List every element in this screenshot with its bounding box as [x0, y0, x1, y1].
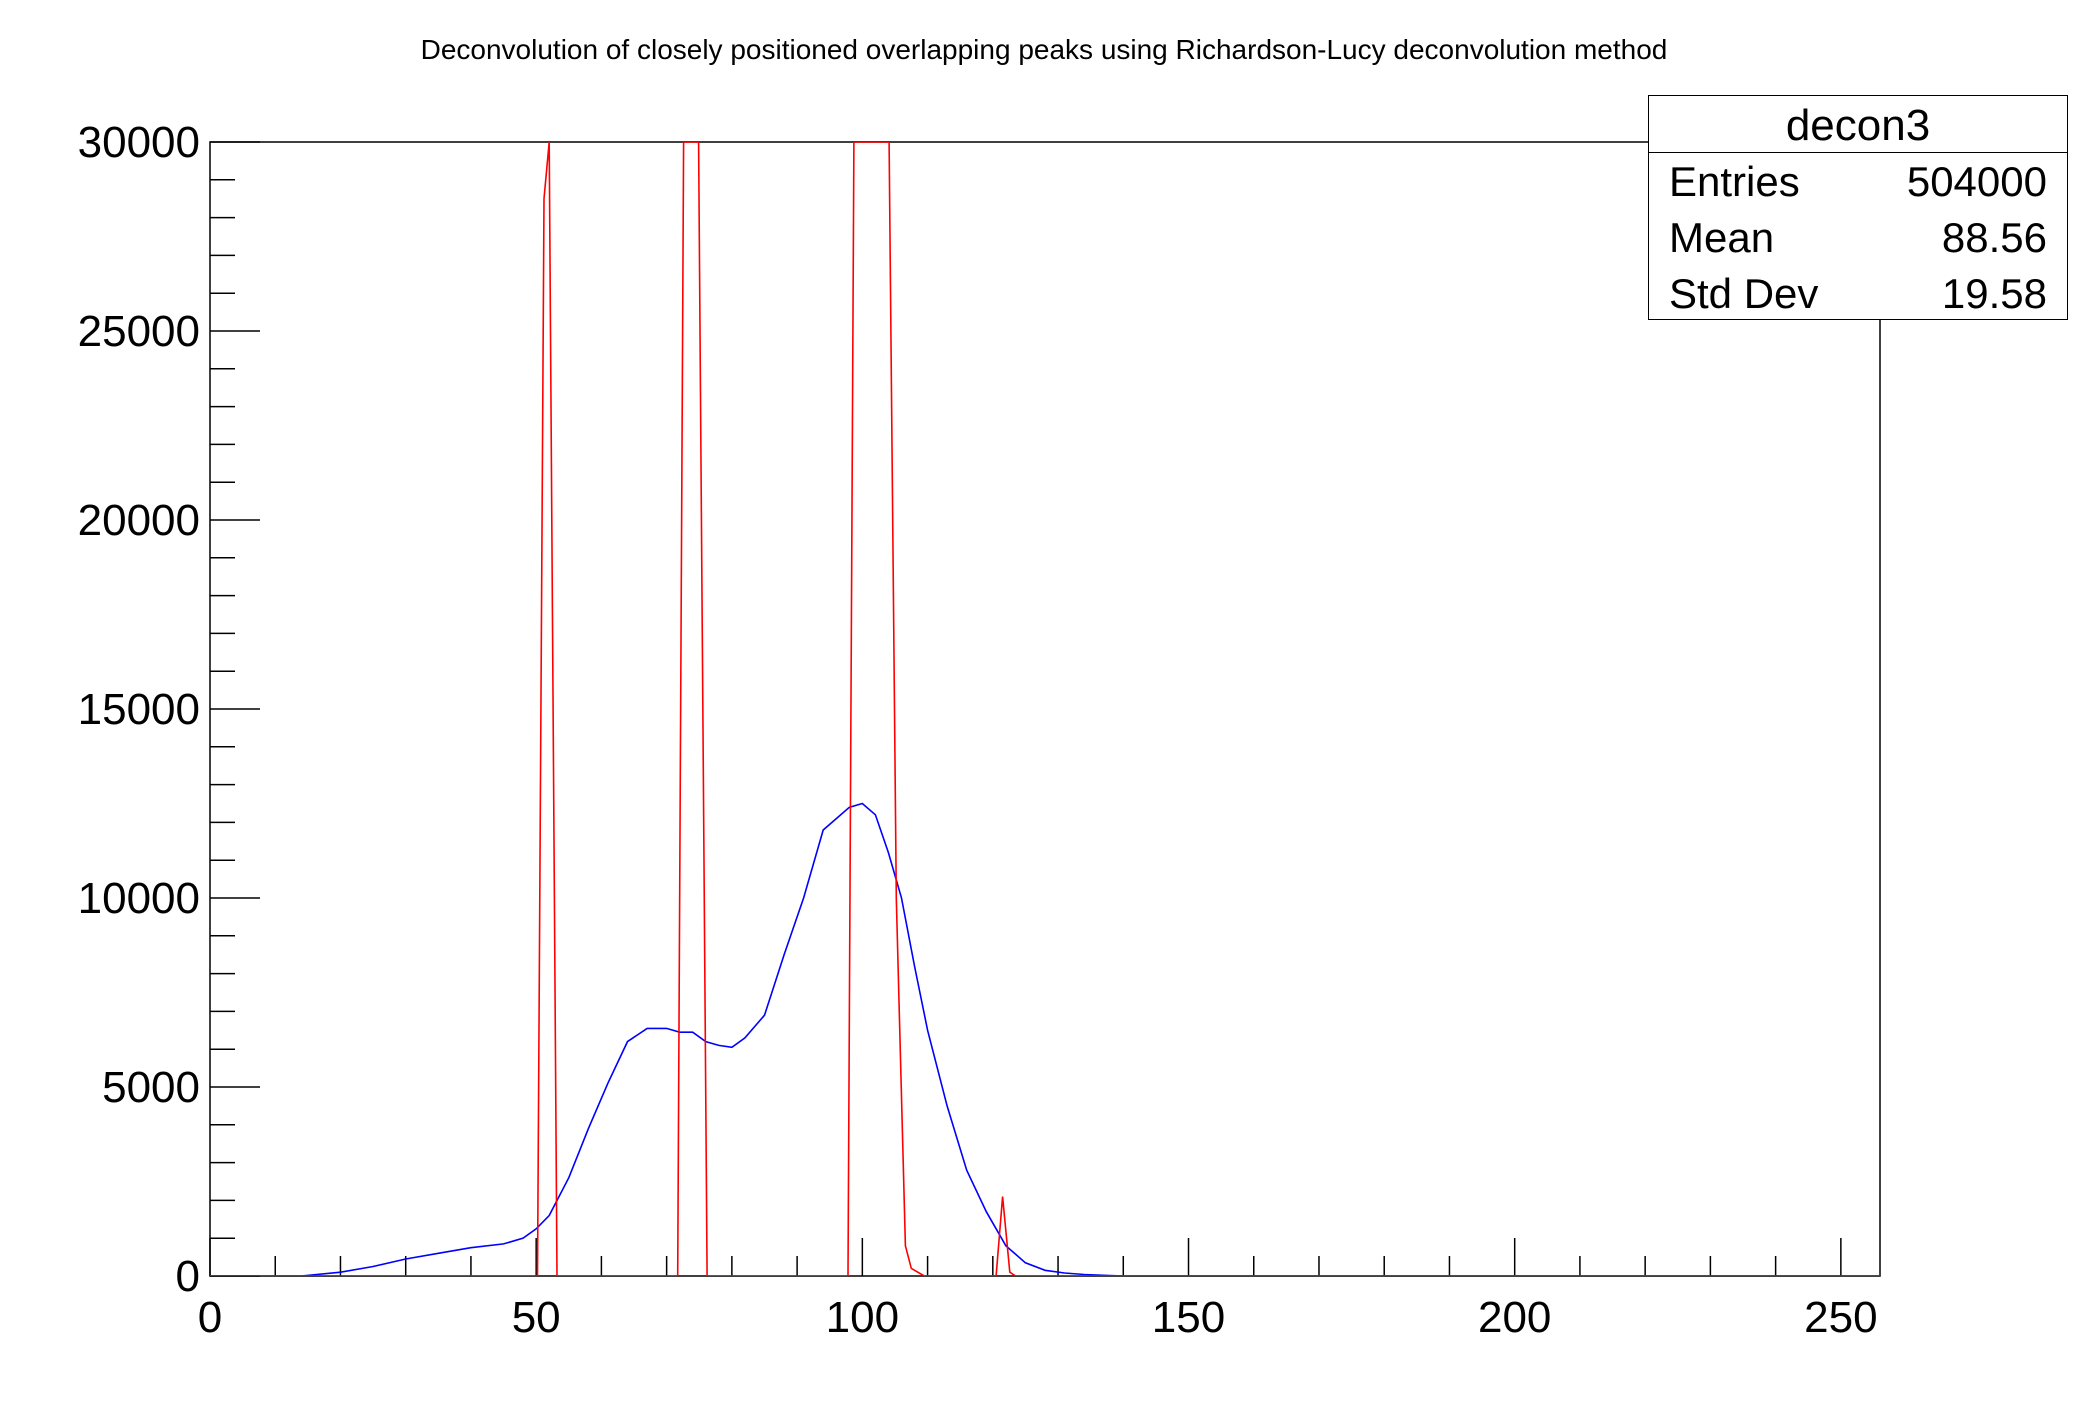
- stats-box: decon3 Entries 504000 Mean 88.56 Std Dev…: [1648, 95, 2068, 320]
- x-tick-label: 0: [198, 1293, 222, 1342]
- stats-box-title: decon3: [1649, 96, 2067, 153]
- y-tick-label: 10000: [78, 874, 200, 923]
- x-tick-label: 50: [512, 1293, 561, 1342]
- series-line-original: [210, 802, 1880, 1276]
- x-tick-label: 150: [1152, 1293, 1225, 1342]
- stats-value: 19.58: [1941, 270, 2047, 317]
- stats-row-stddev: Std Dev 19.58: [1649, 265, 2067, 321]
- y-tick-label: 0: [176, 1252, 200, 1301]
- x-tick-label: 200: [1478, 1293, 1551, 1342]
- series-layer: [210, 142, 1880, 1276]
- x-tick-label: 100: [826, 1293, 899, 1342]
- x-tick-label: 250: [1804, 1293, 1877, 1342]
- x-axis-ticks: 0 50 100 150 200 250: [198, 1238, 1878, 1342]
- y-tick-label: 25000: [78, 307, 200, 356]
- stats-row-entries: Entries 504000: [1649, 153, 2067, 209]
- chart-title: Deconvolution of closely positioned over…: [420, 34, 1668, 65]
- plot-frame: [209, 141, 1881, 1277]
- y-axis-ticks: 0 5000 10000 15000 20000 25000 30000: [78, 118, 260, 1301]
- stats-label: Std Dev: [1669, 270, 1819, 317]
- stats-label: Mean: [1669, 214, 1775, 261]
- stats-value: 504000: [1906, 158, 2047, 205]
- stats-label: Entries: [1669, 158, 1800, 205]
- stats-row-mean: Mean 88.56: [1649, 209, 2067, 265]
- y-tick-label: 15000: [78, 685, 200, 734]
- stats-value: 88.56: [1941, 214, 2047, 261]
- y-tick-label: 30000: [78, 118, 200, 167]
- series-line-deconvolved: [210, 142, 1880, 1276]
- y-tick-label: 20000: [78, 496, 200, 545]
- y-tick-label: 5000: [102, 1063, 200, 1112]
